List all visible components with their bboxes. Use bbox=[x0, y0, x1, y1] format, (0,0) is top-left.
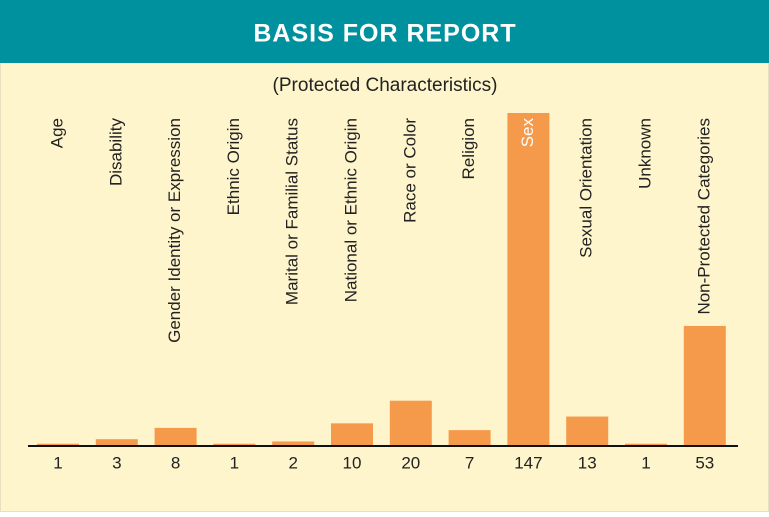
bar bbox=[272, 441, 315, 446]
bar bbox=[448, 430, 491, 446]
category-label: Religion bbox=[459, 118, 478, 179]
bar bbox=[389, 400, 432, 446]
category-label: Marital or Familial Status bbox=[283, 118, 302, 305]
category-label: Ethnic Origin bbox=[224, 118, 243, 215]
category-label: Unknown bbox=[635, 118, 654, 189]
chart-title: BASIS FOR REPORT bbox=[253, 20, 516, 48]
category-label: Race or Color bbox=[400, 118, 419, 223]
category-label: Non-Protected Categories bbox=[694, 118, 713, 315]
bar bbox=[507, 113, 550, 446]
value-label: 1 bbox=[230, 453, 239, 472]
bar bbox=[154, 427, 197, 446]
value-label: 1 bbox=[641, 453, 650, 472]
value-label: 7 bbox=[465, 453, 474, 472]
value-label: 147 bbox=[514, 453, 542, 472]
category-label: Disability bbox=[106, 118, 125, 187]
bar bbox=[625, 443, 667, 446]
chart-subtitle: (Protected Characteristics) bbox=[273, 75, 498, 96]
value-label: 8 bbox=[171, 453, 180, 472]
value-label: 53 bbox=[695, 453, 714, 472]
value-label: 3 bbox=[112, 453, 121, 472]
bar bbox=[37, 443, 79, 446]
bar bbox=[331, 423, 373, 446]
bar bbox=[566, 416, 609, 446]
category-label: Sexual Orientation bbox=[577, 118, 596, 258]
value-label: 2 bbox=[288, 453, 297, 472]
value-label: 1 bbox=[53, 453, 62, 472]
bar bbox=[95, 439, 138, 446]
category-label: Age bbox=[47, 118, 66, 148]
category-label: National or Ethnic Origin bbox=[341, 118, 360, 302]
value-label: 10 bbox=[343, 453, 362, 472]
bar bbox=[213, 443, 256, 446]
header-band bbox=[0, 0, 769, 63]
value-label: 13 bbox=[578, 453, 597, 472]
bar bbox=[683, 325, 726, 446]
value-label: 20 bbox=[401, 453, 420, 472]
category-label: Sex bbox=[518, 118, 537, 148]
category-label: Gender Identity or Expression bbox=[165, 118, 184, 343]
